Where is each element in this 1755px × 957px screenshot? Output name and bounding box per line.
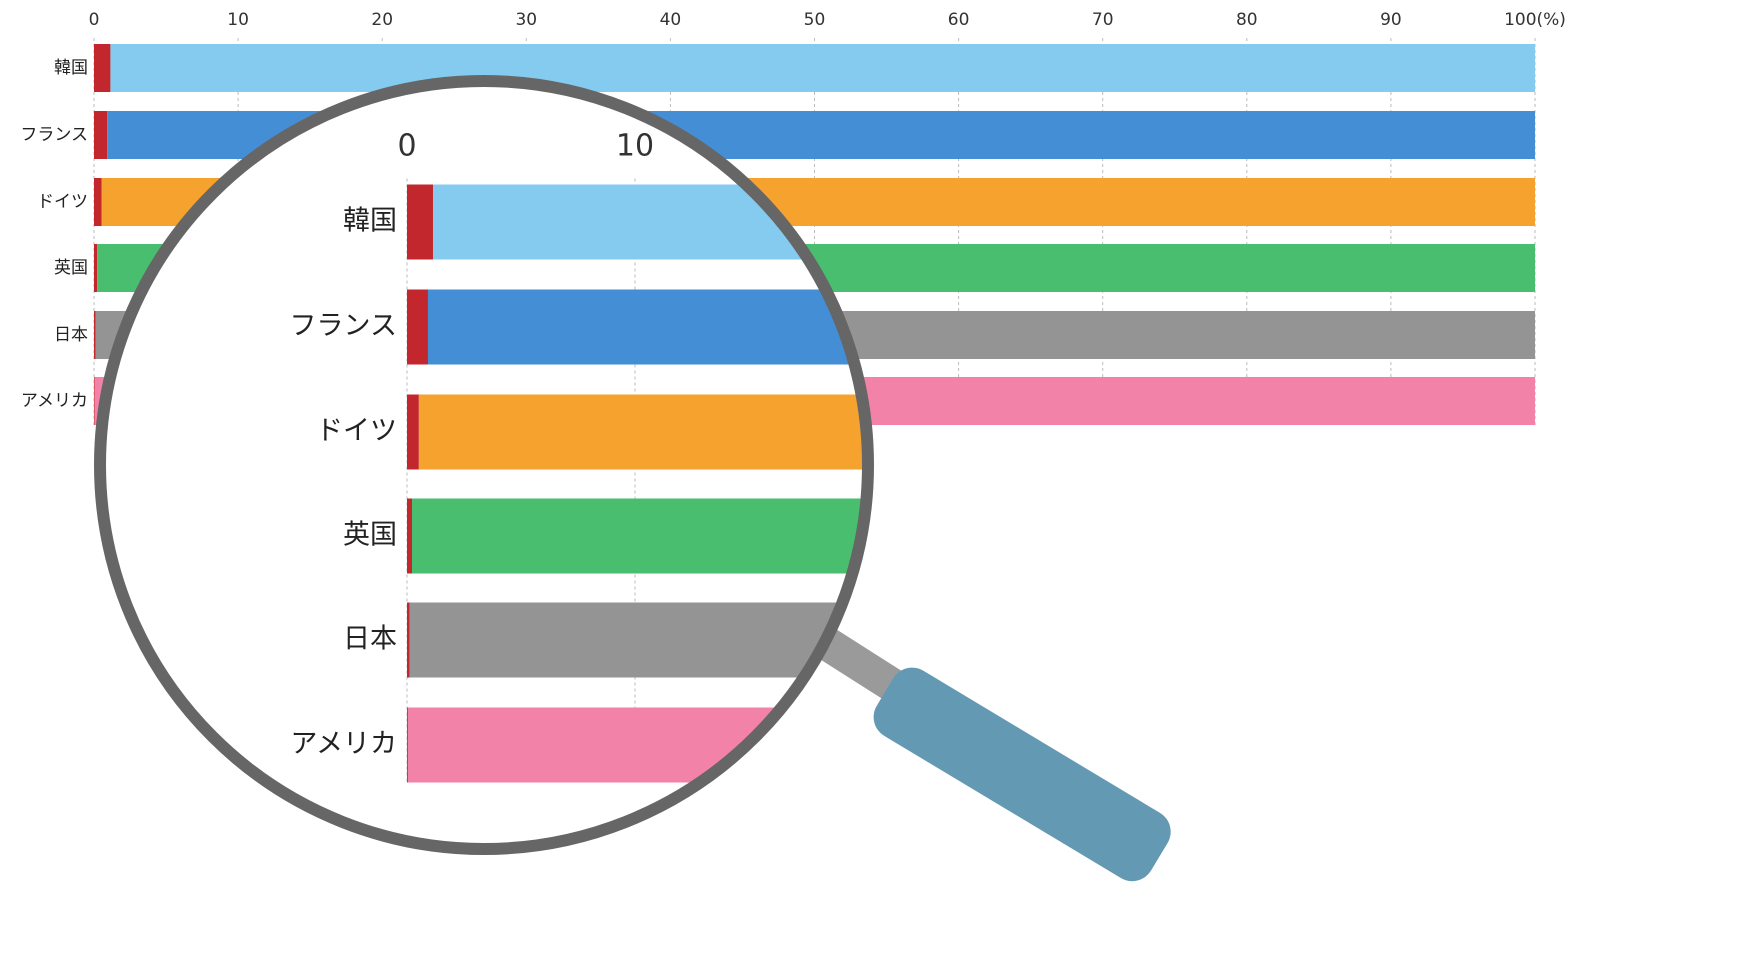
bar-segment [94,178,102,226]
x-tick-label: 50 [804,10,826,30]
bar-segment [94,111,108,159]
bar-segment [407,707,408,783]
category-label: フランス [20,125,88,145]
bar-segment [418,394,864,470]
category-label: 日本 [343,624,397,655]
x-tick-label: 0 [397,129,416,164]
x-tick-label: 0 [89,10,100,30]
x-tick-label: 40 [660,10,682,30]
category-label: 日本 [54,325,88,345]
bar-segment [407,394,419,470]
bar-segment [407,602,410,678]
x-tick-label: 60 [948,10,970,30]
category-label: 韓国 [54,58,88,78]
category-label: アメリカ [21,391,88,411]
category-label: 韓国 [343,206,397,237]
bar-segment [94,377,95,425]
category-label: ドイツ [316,416,397,447]
bar-segment [407,289,428,365]
category-label: フランス [290,311,397,342]
bar-segment [94,311,96,359]
bar-segment [94,44,111,92]
bar-segment [427,289,864,365]
x-tick-label: 100(%) [1504,10,1566,30]
bar-segment [407,184,433,260]
bar-segment [407,498,413,574]
bar-segment [94,244,98,292]
bar-segment [110,44,1536,92]
category-label: 英国 [54,258,88,278]
lens-rim [94,75,874,855]
x-tick-label: 90 [1380,10,1402,30]
category-label: ドイツ [37,192,88,212]
category-label: アメリカ [290,729,397,760]
bar-segment [409,602,864,678]
bar-segment [412,498,864,574]
magnifier-handle [780,605,1171,882]
x-tick-label: 10 [616,129,654,164]
x-tick-label: 20 [371,10,393,30]
x-tick-label: 30 [515,10,537,30]
category-label: 英国 [343,520,397,551]
handle-grip [873,667,1171,882]
x-tick-label: 70 [1092,10,1114,30]
x-tick-label: 10 [227,10,249,30]
x-tick-label: 80 [1236,10,1258,30]
